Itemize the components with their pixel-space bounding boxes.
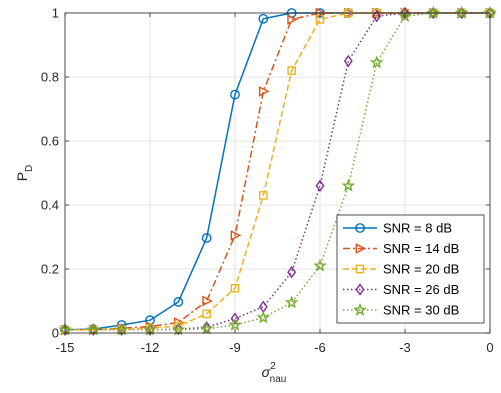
data-point xyxy=(287,14,298,25)
plot-frame xyxy=(64,12,491,334)
legend-label: SNR = 8 dB xyxy=(383,221,452,236)
y-tick-label: 0.6 xyxy=(41,134,59,149)
data-point xyxy=(426,5,441,19)
legend-item-1: SNR = 8 dB xyxy=(343,221,452,236)
legend-item-3: SNR = 20 dB xyxy=(343,262,459,277)
legend-item-5: SNR = 30 dB xyxy=(343,303,459,318)
x-axis-label-sub: nau xyxy=(270,374,287,385)
y-tick-label: 0.8 xyxy=(41,70,59,85)
x-tick-label: -9 xyxy=(229,340,241,355)
series-line xyxy=(65,12,490,331)
data-point xyxy=(343,54,353,68)
data-point xyxy=(173,297,184,307)
legend-marker xyxy=(355,243,367,254)
x-axis-label: σ2 nau xyxy=(262,361,287,385)
legend-item-4: SNR = 26 dB xyxy=(343,282,459,297)
data-point xyxy=(86,322,101,336)
x-tick-label: 0 xyxy=(486,340,493,355)
data-point xyxy=(256,310,271,324)
data-point xyxy=(230,283,240,293)
data-point xyxy=(315,179,325,192)
data-point xyxy=(454,5,469,19)
x-tick-label: -12 xyxy=(141,340,160,355)
data-point xyxy=(202,309,211,319)
data-point xyxy=(258,86,270,97)
legend-marker xyxy=(355,283,365,296)
legend: SNR = 8 dB SNR = 14 dB SNR = 20 dB SNR = 26… xyxy=(336,214,485,324)
data-point xyxy=(230,312,240,325)
data-point xyxy=(284,295,299,309)
data-point xyxy=(230,230,242,241)
y-tick-label: 0.2 xyxy=(41,262,59,277)
series-group xyxy=(58,5,497,336)
data-point xyxy=(114,322,129,336)
data-point xyxy=(341,178,356,192)
legend-label: SNR = 30 dB xyxy=(383,303,459,318)
data-point xyxy=(230,89,240,100)
data-point xyxy=(398,9,412,23)
legend-marker xyxy=(353,302,367,316)
legend-item-2: SNR = 14 dB xyxy=(343,241,459,256)
data-point xyxy=(258,13,269,24)
data-point xyxy=(287,266,297,279)
y-axis-label: PD xyxy=(14,165,35,182)
data-point xyxy=(201,233,212,243)
y-axis-label-sub: D xyxy=(24,165,35,172)
x-axis-label-sup: 2 xyxy=(270,361,276,372)
x-tick-label: -6 xyxy=(314,340,326,355)
data-point xyxy=(369,55,384,69)
data-point xyxy=(199,321,214,335)
x-tick-label: -3 xyxy=(399,340,411,355)
y-tick-label: 0.4 xyxy=(41,198,59,213)
legend-label: SNR = 14 dB xyxy=(383,241,459,256)
data-point xyxy=(259,191,268,200)
legend-marker xyxy=(355,223,365,233)
data-point xyxy=(171,322,186,336)
grid xyxy=(64,12,491,334)
legend-marker xyxy=(355,264,365,274)
data-point xyxy=(313,258,327,272)
data-point xyxy=(287,66,296,75)
y-axis-label-main: P xyxy=(14,172,30,181)
data-point xyxy=(228,317,242,331)
legend-label: SNR = 20 dB xyxy=(383,262,459,277)
data-point xyxy=(202,321,212,334)
y-tick-label: 1 xyxy=(52,6,59,21)
ticks: -15 -12 -9 -6 -3 0 0 0.2 0.4 0.6 0.8 1 xyxy=(41,6,494,356)
x-tick-label: -15 xyxy=(56,340,75,355)
x-axis-label-main: σ xyxy=(262,364,271,380)
data-point xyxy=(202,295,213,307)
legend-label: SNR = 26 dB xyxy=(383,282,459,297)
y-tick-label: 0 xyxy=(52,326,59,341)
data-point xyxy=(372,10,382,23)
